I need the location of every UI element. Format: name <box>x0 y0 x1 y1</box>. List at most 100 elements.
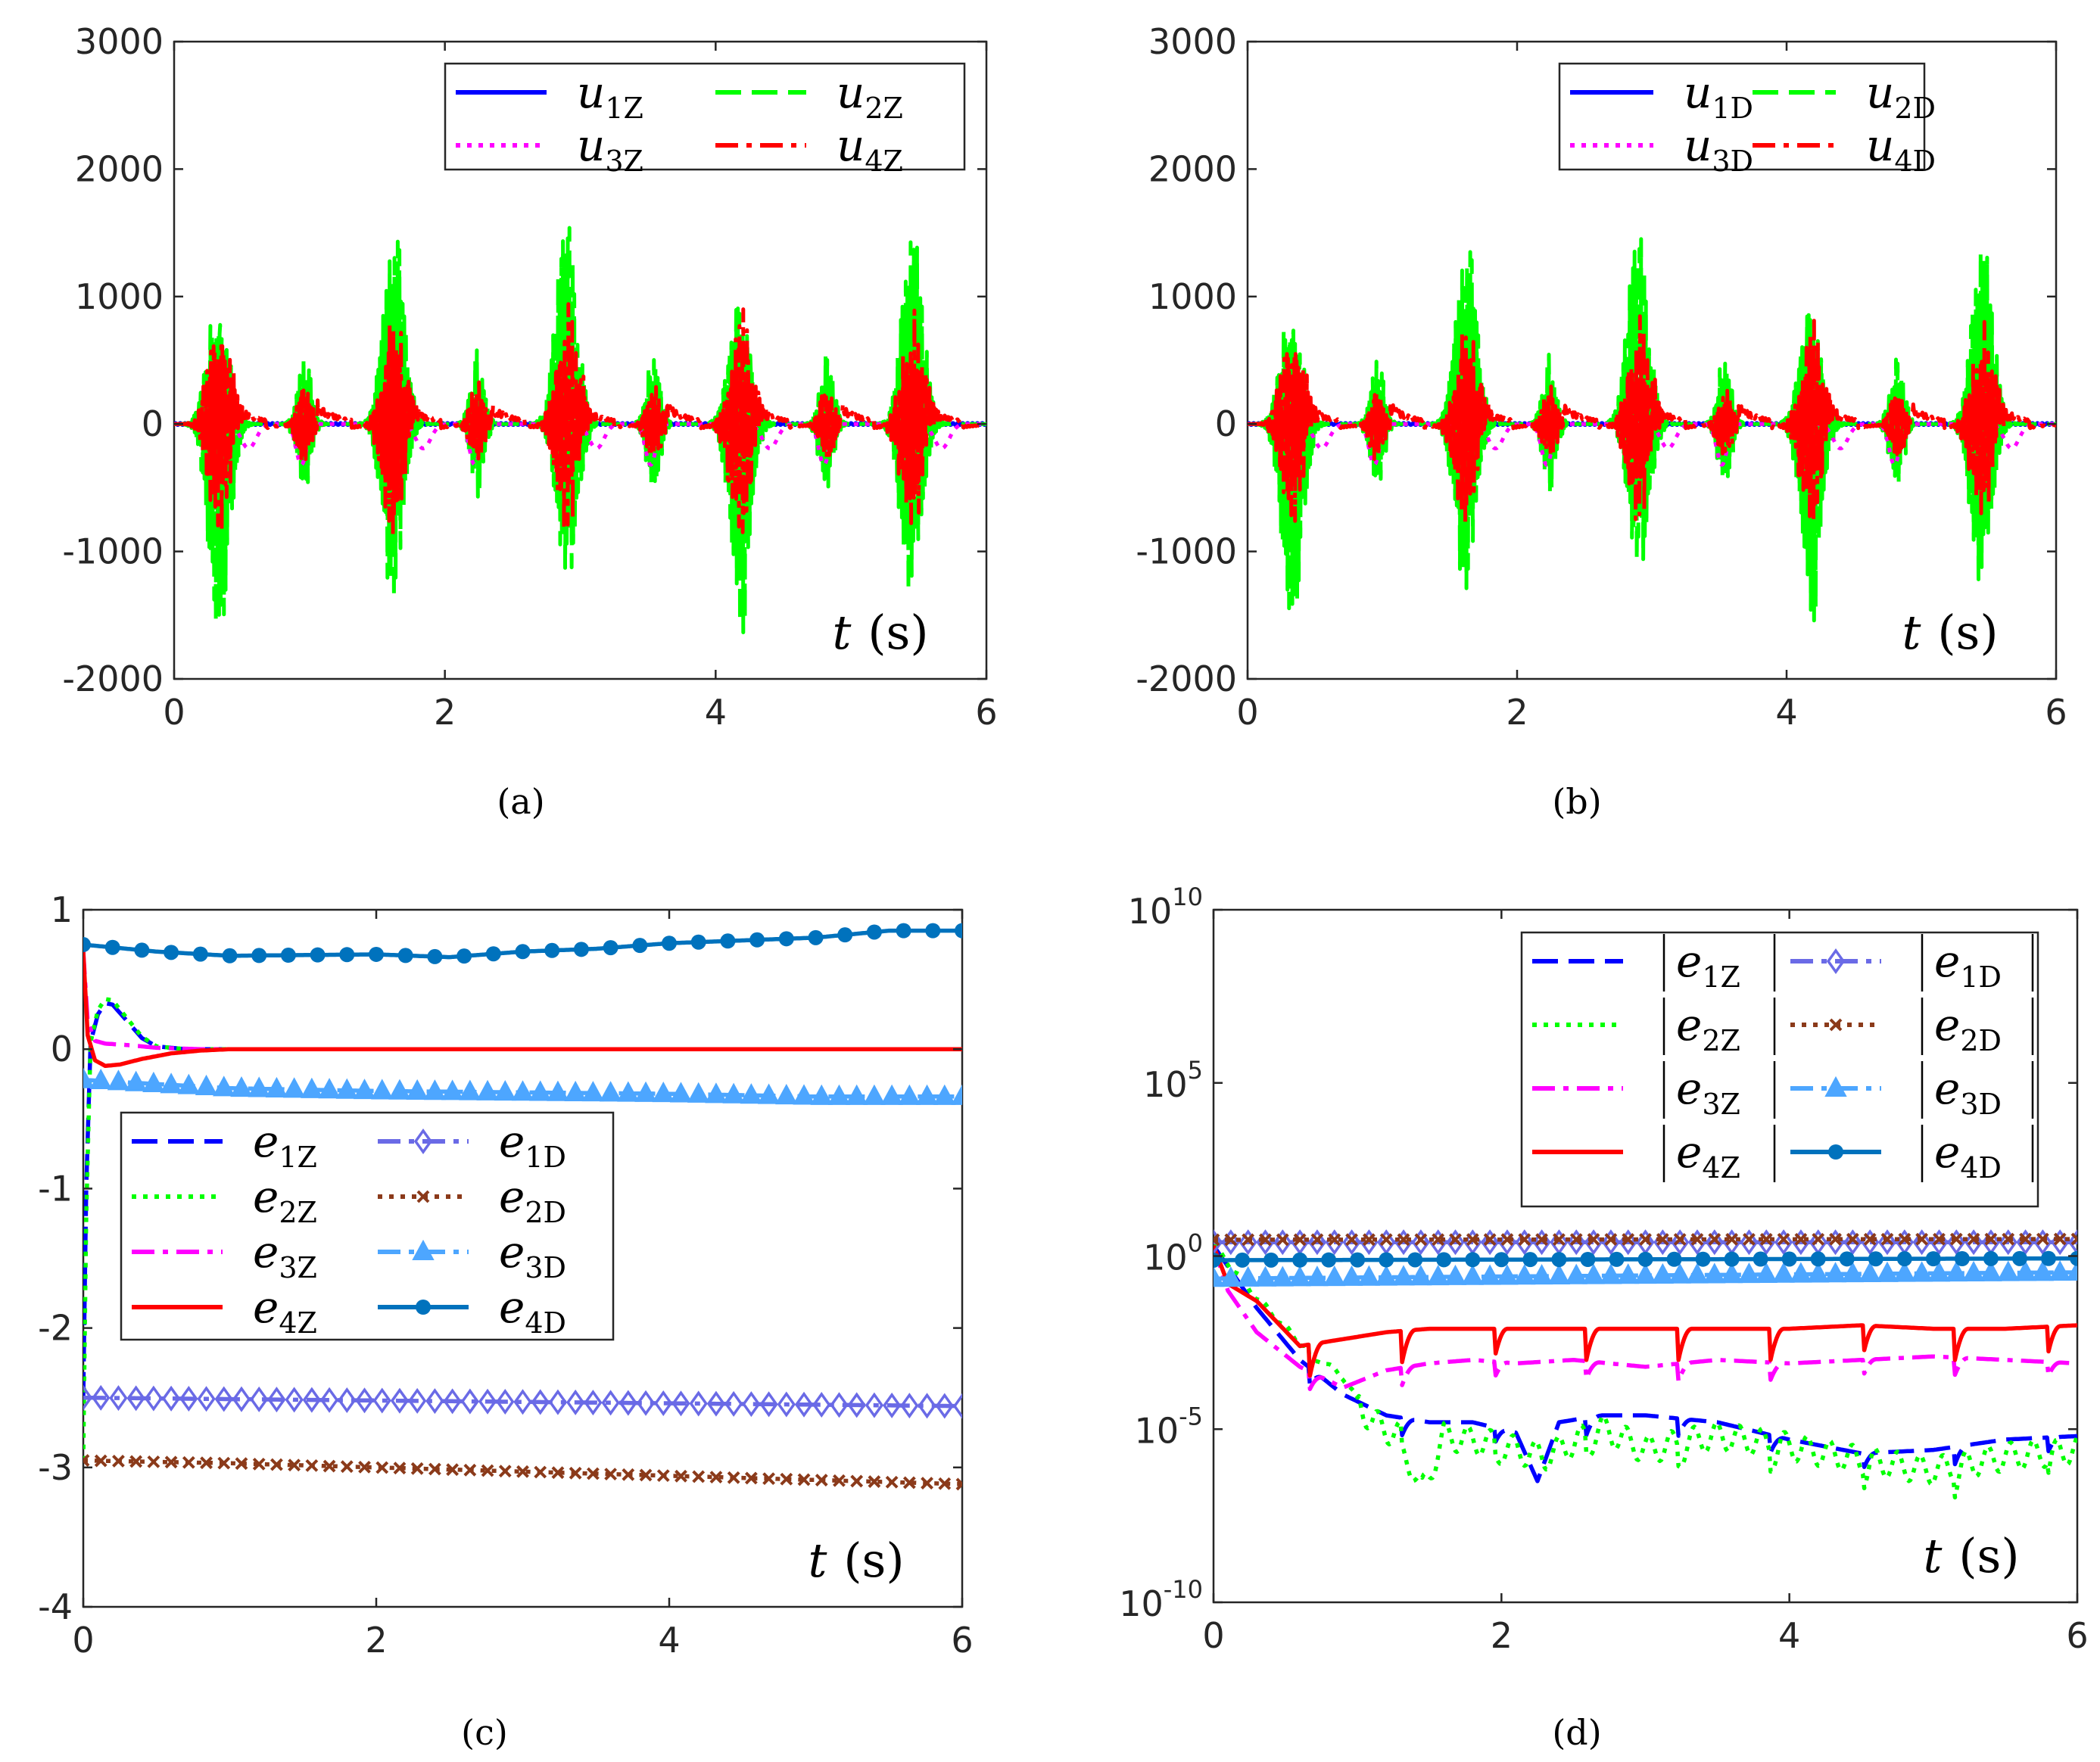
x-tick-label: 2 <box>434 692 456 733</box>
marker-x <box>1587 1233 1600 1247</box>
marker-x <box>692 1470 706 1483</box>
marker-triangle <box>1945 1261 1968 1282</box>
y-tick-label: 1000 <box>75 276 164 317</box>
marker-circle <box>896 923 911 939</box>
marker-triangle <box>1565 1263 1587 1284</box>
marker-diamond <box>1670 1229 1690 1256</box>
marker-x <box>1898 1232 1911 1246</box>
marker-triangle <box>511 1080 534 1101</box>
panel-caption: (a) <box>497 781 544 822</box>
marker-diamond <box>478 1388 497 1415</box>
marker-triangle <box>2049 1260 2071 1281</box>
marker-x <box>481 1464 494 1477</box>
marker-triangle <box>1790 1262 1812 1283</box>
marker-x <box>1759 1232 1773 1246</box>
legend-label: u4D <box>1866 120 1936 178</box>
marker-x <box>1639 1233 1652 1246</box>
marker-diamond <box>355 1387 374 1414</box>
marker-x <box>1449 1233 1462 1247</box>
marker-diamond <box>109 1385 128 1412</box>
marker-x <box>1708 1233 1721 1246</box>
marker-diamond <box>425 1388 444 1415</box>
marker-x <box>340 1460 354 1474</box>
marker-circle <box>339 947 355 963</box>
marker-x <box>1242 1233 1255 1247</box>
x-axis-label: t (s) <box>1902 605 1998 660</box>
marker-diamond <box>161 1385 181 1412</box>
marker-circle <box>1810 1251 1826 1267</box>
marker-diamond <box>1912 1229 1931 1256</box>
marker-triangle <box>1288 1265 1311 1287</box>
marker-x <box>94 1454 107 1468</box>
legend-item-|e2D|: e2D <box>1790 998 2034 1057</box>
marker-diamond <box>1774 1229 1793 1256</box>
marker-circle <box>866 924 882 940</box>
marker-circle <box>251 948 267 963</box>
marker-triangle <box>1530 1264 1553 1285</box>
marker-x <box>463 1463 477 1477</box>
series-line-e4Z <box>83 951 962 1069</box>
marker-x <box>1880 1232 1894 1246</box>
series-c-e1D <box>83 1384 962 1419</box>
marker-triangle <box>1444 1264 1467 1285</box>
marker-triangle <box>757 1083 780 1104</box>
series-line-|e2Z| <box>1214 1244 2077 1500</box>
marker-diamond <box>92 1384 111 1411</box>
marker-x <box>252 1457 266 1471</box>
marker-x <box>1328 1233 1341 1247</box>
marker-x <box>1673 1233 1687 1246</box>
legend-label: u3Z <box>577 120 643 178</box>
marker-triangle <box>83 1067 95 1088</box>
marker-circle <box>1868 1251 1883 1267</box>
legend-label: u1Z <box>577 67 643 125</box>
marker-circle <box>925 923 941 939</box>
marker-x <box>1622 1233 1635 1246</box>
marker-triangle <box>1496 1264 1519 1285</box>
marker-x <box>83 1454 90 1468</box>
marker-circle <box>749 932 765 948</box>
legend-item-e2D: e2D <box>378 1171 566 1229</box>
legend-label: u4Z <box>837 120 903 178</box>
marker-diamond <box>1843 1229 1862 1256</box>
x-tick-label: 4 <box>1778 1615 1800 1656</box>
marker-diamond <box>250 1386 269 1412</box>
marker-diamond <box>2033 1229 2052 1256</box>
marker-circle <box>1235 1252 1251 1268</box>
marker-circle <box>808 929 824 945</box>
marker-circle <box>192 946 208 962</box>
marker-triangle <box>248 1076 270 1097</box>
marker-x <box>1483 1233 1497 1247</box>
marker-circle <box>427 948 443 964</box>
marker-triangle <box>177 1073 200 1094</box>
legend-label: e1Z <box>1676 935 1740 994</box>
marker-diamond <box>759 1391 778 1418</box>
marker-x <box>1829 1232 1842 1246</box>
marker-triangle <box>1703 1262 1726 1284</box>
marker-diamond <box>548 1389 568 1415</box>
marker-triangle <box>599 1081 622 1102</box>
legend-label: e3Z <box>253 1226 317 1284</box>
marker-triangle <box>775 1083 798 1105</box>
marker-diamond <box>618 1390 637 1416</box>
marker-x <box>955 1477 962 1491</box>
marker-triangle <box>1859 1261 1881 1282</box>
marker-x <box>1345 1233 1358 1247</box>
marker-circle <box>134 942 150 958</box>
marker-x <box>2019 1232 2032 1246</box>
x-tick-label: 2 <box>365 1620 387 1661</box>
legend-item-e2Z: e2Z <box>132 1171 317 1229</box>
marker-diamond <box>654 1390 673 1417</box>
x-axis-label: t (s) <box>808 1533 904 1588</box>
marker-x <box>938 1477 952 1490</box>
marker-circle <box>369 946 384 962</box>
marker-diamond <box>671 1390 690 1417</box>
marker-circle <box>515 944 531 960</box>
marker-diamond <box>566 1389 585 1415</box>
marker-x <box>1949 1232 1963 1246</box>
legend-label: e3Z <box>1676 1063 1740 1121</box>
marker-circle <box>2070 1250 2077 1266</box>
marker-x <box>569 1466 582 1480</box>
